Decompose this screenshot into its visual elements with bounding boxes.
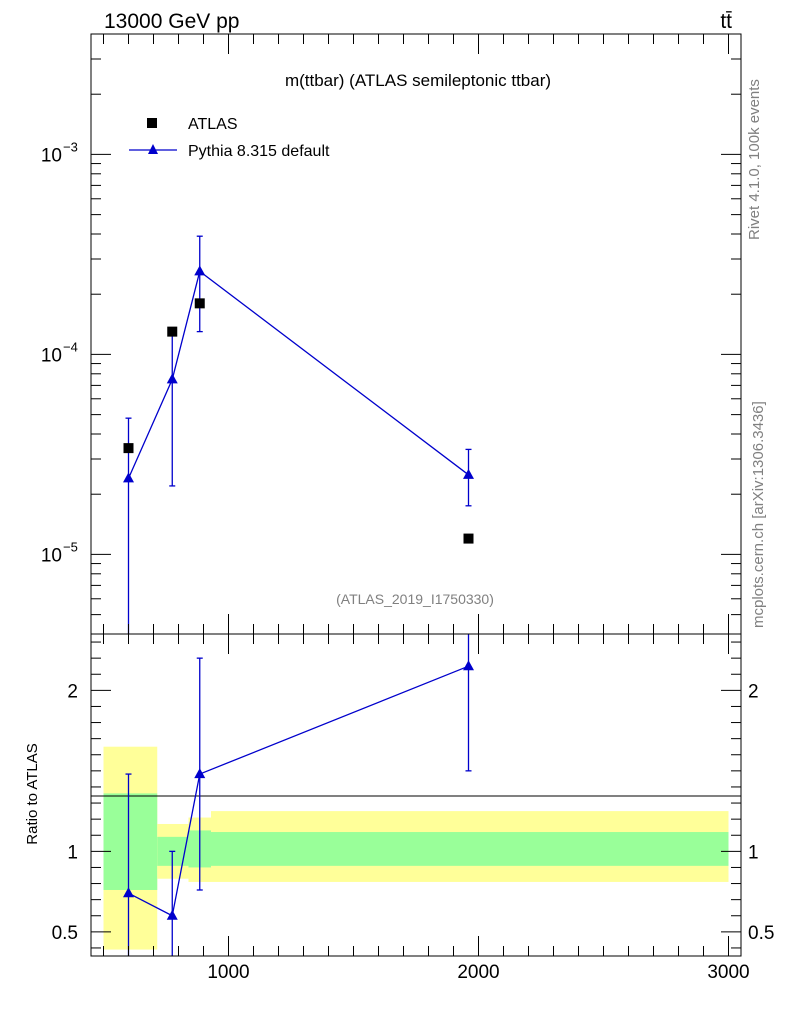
analysis-id: (ATLAS_2019_I1750330) [336,591,494,607]
main-y-tick-exponent: −4 [63,339,78,354]
mc-point [166,373,178,384]
main-y-tick-label: 10 [41,345,62,366]
main-y-tick-exponent: −5 [63,539,78,554]
ratio-y-tick-label: 0.5 [52,923,78,944]
main-panel: 10−510−410−3 m(ttbar) (ATLAS semileptoni… [41,33,742,635]
data-point [123,443,134,454]
ratio-mc-point [166,909,178,920]
ratio-mc-point [194,768,206,779]
legend-marker-pythia [148,144,158,154]
ratio-mc-line [128,665,469,917]
x-tick-label: 3000 [707,962,749,983]
ratio-y-tick-label: 2 [67,681,78,702]
data-point [463,533,474,544]
mc-point [194,265,206,276]
legend-marker-atlas [147,118,157,128]
ratio-y-tick-label: 1 [67,842,78,863]
data-point [194,298,205,309]
ratio-y-tick-label-right: 1 [748,842,759,863]
legend-label-atlas: ATLAS [188,116,238,133]
main-y-tick-exponent: −3 [63,139,78,154]
ratio-band-inner [103,793,158,890]
ratio-y-tick-label-right: 0.5 [748,923,774,944]
x-tick-label: 2000 [457,962,499,983]
ratio-mc-point [123,887,134,898]
ratio-panel: 0.5 0.5 1 1 2 2 Ratio to ATLAS [24,633,774,957]
main-y-tick-label: 10 [41,145,62,166]
legend: ATLAS Pythia 8.315 default [129,116,330,160]
ratio-plot-frame [90,633,742,957]
rivet-label: Rivet 4.1.0, 100k events [746,79,763,240]
legend-label-pythia: Pythia 8.315 default [188,143,330,160]
ratio-ylabel: Ratio to ATLAS [24,743,41,844]
chart-title: m(ttbar) (ATLAS semileptonic ttbar) [285,71,551,90]
main-y-tick-label: 10 [41,545,62,566]
mc-point [123,472,134,483]
mc-series-line [127,270,469,479]
ratio-y-tick-label-right: 2 [748,681,759,702]
mc-point [463,468,474,479]
source-label: mcplots.cern.ch [arXiv:1306.3436] [750,401,767,628]
ratio-mc-point [463,660,474,671]
energy-label: 13000 GeV pp [104,10,239,33]
ratio-band-inner [211,832,729,866]
process-label: tt̄ [720,10,732,33]
data-point [167,326,178,337]
x-tick-label: 1000 [207,962,249,983]
